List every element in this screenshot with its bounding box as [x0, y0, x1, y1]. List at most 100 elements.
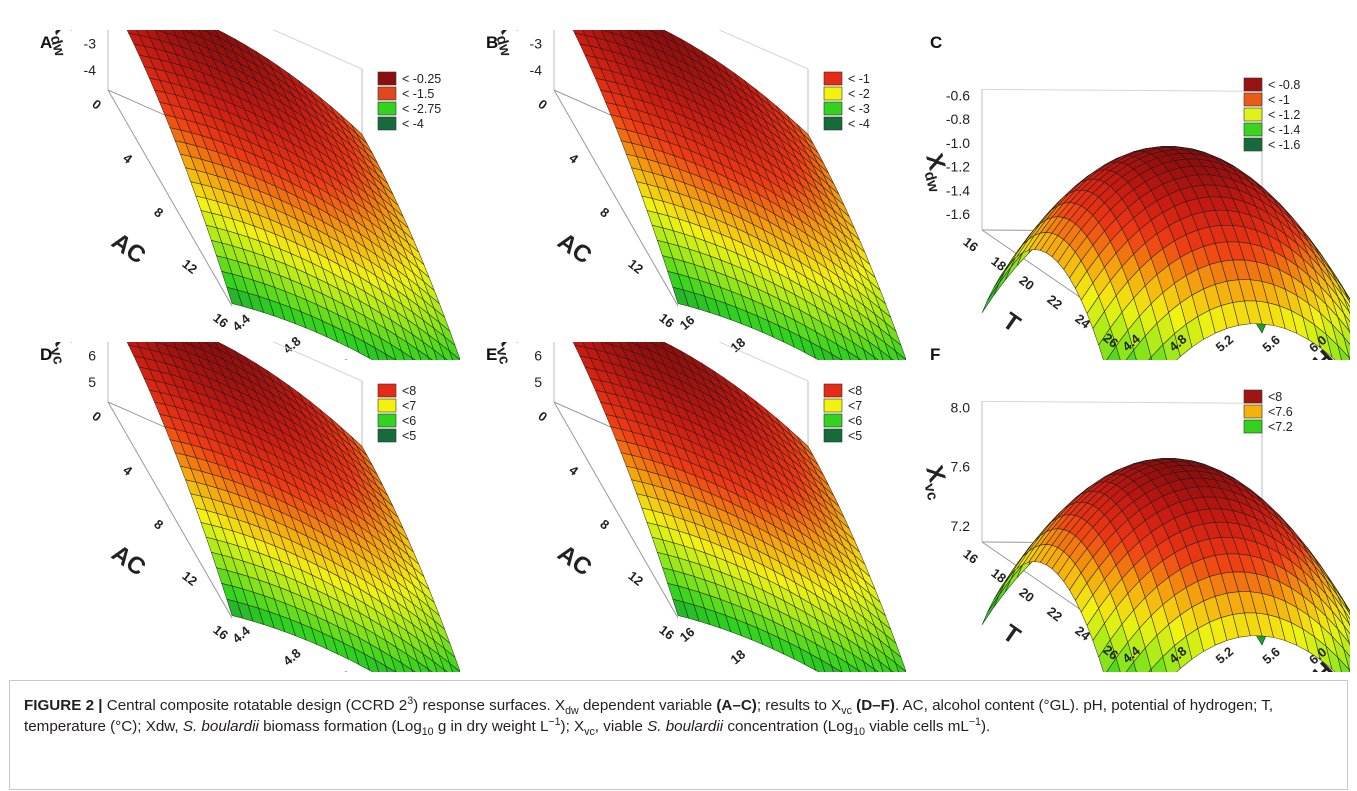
surface-cell — [433, 660, 446, 672]
left-tick-label: 16 — [656, 310, 677, 331]
z-axis-title-sub: vc — [920, 482, 941, 503]
surface-cell — [406, 341, 422, 360]
z-tick-label: 6 — [88, 347, 96, 363]
surface-cell — [1343, 297, 1350, 314]
surface-cell — [374, 347, 388, 360]
surface-cell — [1343, 609, 1350, 626]
surface-cell — [1343, 648, 1350, 672]
legend-swatch — [1243, 107, 1263, 122]
left-axis-title: AC — [107, 228, 151, 270]
left-tick-label: 4 — [566, 462, 582, 479]
legend-swatch — [1243, 404, 1263, 419]
legend: < -1< -2< -3< -4 — [823, 71, 870, 131]
surface-cell — [981, 282, 1000, 314]
right-tick-label: 16 — [677, 624, 698, 645]
surface-plot-d: 9876504812164.44.85.26.06.46.8ACpHXvcD<8… — [40, 342, 460, 672]
z-axis-title-main: X — [46, 30, 76, 37]
left-tick-label: 16 — [210, 310, 231, 331]
legend-label: <8 — [1268, 390, 1282, 404]
caption-sub: 10 — [853, 726, 865, 739]
caption-text: ) response surfaces. X — [413, 697, 566, 714]
surface-cell — [868, 653, 884, 672]
z-axis-title: Xdw — [916, 151, 956, 195]
surface-cell — [411, 357, 416, 360]
legend: < -0.8< -1< -1.2< -1.4< -1.6 — [1243, 77, 1300, 152]
surface-cell — [863, 660, 876, 672]
surface-cell — [422, 653, 438, 672]
surface-cell — [1349, 331, 1350, 334]
axis-wall-line — [981, 88, 1263, 92]
surface-cell — [417, 660, 430, 672]
legend-label: < -0.25 — [402, 72, 441, 86]
axis-wall-line — [272, 30, 363, 70]
z-axis-title-sub: dw — [492, 34, 514, 59]
z-tick-label: 7.6 — [951, 459, 971, 475]
surface-cell — [847, 350, 860, 360]
left-axis-title: AC — [553, 540, 597, 582]
surface-mesh — [572, 30, 906, 360]
surface-cell — [873, 668, 879, 672]
surface-cell — [427, 668, 433, 672]
surface-cell — [857, 357, 862, 360]
surface-cell — [1106, 345, 1121, 360]
surface-cell — [884, 342, 899, 360]
surface-cell — [1337, 316, 1350, 345]
legend-label: <7.2 — [1268, 420, 1293, 434]
left-tick-label: 22 — [1044, 292, 1065, 313]
z-axis-title-sub: vc — [492, 346, 513, 367]
z-axis-title-main: X — [46, 342, 76, 349]
caption-text: . AC, alcohol content (°GL). pH, potenti… — [24, 697, 1274, 735]
z-tick-label: -4 — [84, 62, 97, 78]
panel-letter: D — [40, 345, 52, 364]
axis-wall-line — [718, 342, 809, 382]
z-tick-label: -1.0 — [946, 135, 970, 151]
caption-sub: vc — [584, 726, 595, 739]
panel-letter: A — [40, 33, 52, 52]
left-tick-label: 0 — [535, 96, 550, 112]
z-axis-title: Xvc — [42, 342, 80, 366]
surface-cell — [836, 343, 851, 360]
surface-cell — [422, 341, 438, 360]
surface-cell — [1337, 296, 1350, 323]
left-tick-label: 16 — [960, 234, 981, 255]
legend-swatch — [823, 101, 843, 116]
left-tick-label: 12 — [179, 256, 200, 277]
caption-text: , viable — [594, 718, 648, 735]
left-tick-label: 4 — [120, 150, 136, 167]
z-axis-title: Xdw — [42, 30, 82, 58]
left-tick-label: 12 — [625, 256, 646, 277]
surface-cell — [852, 341, 868, 360]
left-tick-label: 16 — [960, 546, 981, 567]
surface-plot-b: 0-1-2-3-40481216161820222426ACTXdwB< -1<… — [486, 30, 906, 360]
surface-cell — [1106, 657, 1121, 672]
left-tick-label: 0 — [89, 96, 104, 112]
surface-cell — [1337, 628, 1350, 657]
left-tick-label: 8 — [597, 516, 612, 532]
legend-label: <7 — [848, 399, 862, 413]
legend-swatch — [377, 413, 397, 428]
legend-swatch — [823, 383, 843, 398]
surface-cell — [889, 335, 906, 360]
caption-text: viable cells mL — [864, 718, 969, 735]
legend-swatch — [377, 383, 397, 398]
z-axis-title-main: X — [492, 30, 522, 37]
surface-cell — [820, 347, 834, 360]
surface-cell — [831, 353, 843, 360]
left-tick-label: 20 — [1016, 272, 1037, 293]
surface-cell — [401, 662, 414, 672]
caption-text: biomass formation (Log — [258, 718, 422, 735]
legend-label: <7.6 — [1268, 405, 1293, 419]
surface-cell — [1343, 336, 1350, 360]
z-tick-label: 7.2 — [951, 518, 971, 534]
right-tick-label: 5.6 — [1259, 644, 1282, 667]
surface-cell — [895, 662, 906, 672]
figure-caption: FIGURE 2 | Central composite rotatable d… — [9, 680, 1348, 790]
caption-italic: S. boulardii — [182, 718, 259, 735]
caption-text: concentration (Log — [723, 718, 854, 735]
surface-cell — [1150, 656, 1168, 672]
surface-cell — [1349, 624, 1350, 627]
surface-cell — [889, 668, 894, 672]
right-tick-label: 4.4 — [229, 311, 253, 335]
surface-cell — [443, 647, 460, 672]
